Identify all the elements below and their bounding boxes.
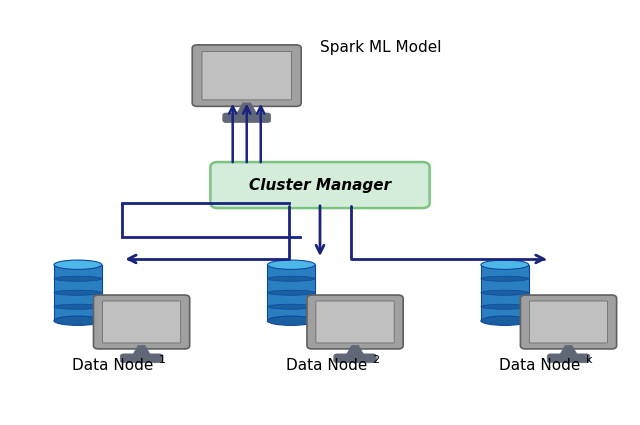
Ellipse shape — [54, 316, 102, 326]
Polygon shape — [132, 346, 151, 356]
Ellipse shape — [268, 290, 316, 295]
FancyBboxPatch shape — [120, 354, 163, 363]
FancyBboxPatch shape — [211, 162, 429, 208]
Ellipse shape — [481, 260, 529, 269]
Text: Data Node: Data Node — [499, 358, 580, 373]
Polygon shape — [481, 265, 529, 321]
Polygon shape — [268, 265, 316, 321]
FancyBboxPatch shape — [334, 354, 376, 363]
FancyBboxPatch shape — [547, 354, 590, 363]
FancyBboxPatch shape — [102, 301, 180, 343]
FancyBboxPatch shape — [520, 295, 616, 349]
Polygon shape — [559, 346, 578, 356]
Text: Data Node: Data Node — [72, 358, 154, 373]
Ellipse shape — [481, 304, 529, 309]
Text: k: k — [586, 355, 592, 365]
Text: Cluster Manager: Cluster Manager — [249, 178, 391, 193]
FancyBboxPatch shape — [202, 51, 291, 100]
Ellipse shape — [54, 260, 102, 269]
Ellipse shape — [481, 276, 529, 281]
Text: Data Node: Data Node — [285, 358, 367, 373]
Ellipse shape — [481, 290, 529, 295]
Ellipse shape — [268, 276, 316, 281]
Polygon shape — [54, 265, 102, 321]
FancyBboxPatch shape — [192, 45, 301, 106]
Ellipse shape — [268, 304, 316, 309]
Ellipse shape — [481, 316, 529, 326]
Polygon shape — [236, 103, 257, 115]
Text: 2: 2 — [372, 355, 380, 365]
FancyBboxPatch shape — [307, 295, 403, 349]
Ellipse shape — [268, 260, 316, 269]
Text: 1: 1 — [159, 355, 166, 365]
FancyBboxPatch shape — [93, 295, 189, 349]
Ellipse shape — [268, 316, 316, 326]
Ellipse shape — [54, 276, 102, 281]
FancyBboxPatch shape — [316, 301, 394, 343]
Ellipse shape — [54, 290, 102, 295]
Ellipse shape — [54, 304, 102, 309]
Polygon shape — [346, 346, 365, 356]
FancyBboxPatch shape — [529, 301, 607, 343]
FancyBboxPatch shape — [223, 113, 271, 122]
Text: Spark ML Model: Spark ML Model — [320, 40, 442, 55]
